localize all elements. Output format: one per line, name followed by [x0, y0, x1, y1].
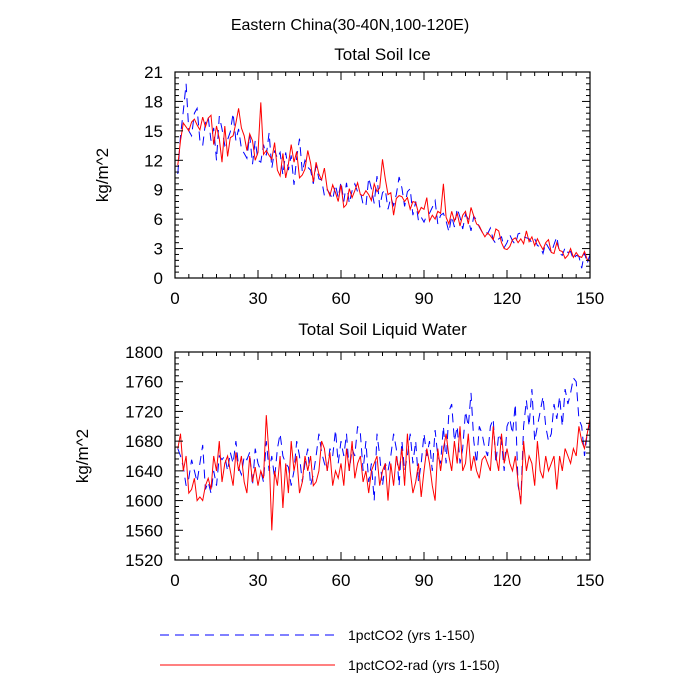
- x-tick-label: 0: [170, 289, 179, 308]
- legend: 1pctCO2 (yrs 1-150) 1pctCO2-rad (yrs 1-15…: [160, 627, 500, 673]
- x-tick-label: 90: [415, 289, 434, 308]
- y-tick-label: 6: [154, 210, 163, 229]
- chart-title: Total Soil Liquid Water: [298, 320, 467, 339]
- x-tick-label: 0: [170, 571, 179, 590]
- x-tick-label: 150: [576, 289, 604, 308]
- y-tick-label: 9: [154, 181, 163, 200]
- legend-label-1: 1pctCO2 (yrs 1-150): [348, 627, 475, 643]
- y-tick-label: 3: [154, 240, 163, 259]
- series-line-red: [177, 415, 591, 531]
- series-line-red: [177, 102, 591, 262]
- legend-label-2: 1pctCO2-rad (yrs 1-150): [348, 657, 500, 673]
- y-tick-label: 21: [144, 63, 163, 82]
- x-tick-label: 60: [332, 289, 351, 308]
- x-tick-label: 120: [493, 571, 521, 590]
- x-tick-label: 90: [415, 571, 434, 590]
- y-tick-label: 1640: [125, 462, 163, 481]
- y-axis-label: kg/m^2: [93, 148, 112, 202]
- page-title: Eastern China(30-40N,100-120E): [231, 17, 469, 34]
- y-tick-label: 1760: [125, 373, 163, 392]
- x-tick-label: 30: [249, 571, 268, 590]
- x-tick-label: 30: [249, 289, 268, 308]
- series-line-blue: [177, 83, 591, 269]
- y-tick-label: 1800: [125, 343, 163, 362]
- x-tick-label: 60: [332, 571, 351, 590]
- y-axis-label: kg/m^2: [73, 429, 92, 483]
- chart-title: Total Soil Ice: [334, 45, 430, 64]
- y-tick-label: 12: [144, 151, 163, 170]
- chart-panel-2: Total Soil Liquid Water kg/m^2 0 30 60 90 120 1…: [73, 320, 604, 590]
- x-tick-label: 120: [493, 289, 521, 308]
- plot-frame: [174, 71, 591, 279]
- x-tick-label: 150: [576, 571, 604, 590]
- y-tick-label: 15: [144, 122, 163, 141]
- y-tick-label: 18: [144, 92, 163, 111]
- y-tick-label: 1600: [125, 492, 163, 511]
- y-tick-label: 1560: [125, 521, 163, 540]
- y-tick-label: 1520: [125, 551, 163, 570]
- y-tick-label: 0: [154, 269, 163, 288]
- chart-panel-1: Total Soil Ice kg/m^2 0 30 60 90 120 150 0 3 6 9 12 1…: [93, 45, 604, 308]
- series-line-blue: [177, 376, 591, 501]
- y-tick-label: 1680: [125, 432, 163, 451]
- y-tick-label: 1720: [125, 402, 163, 421]
